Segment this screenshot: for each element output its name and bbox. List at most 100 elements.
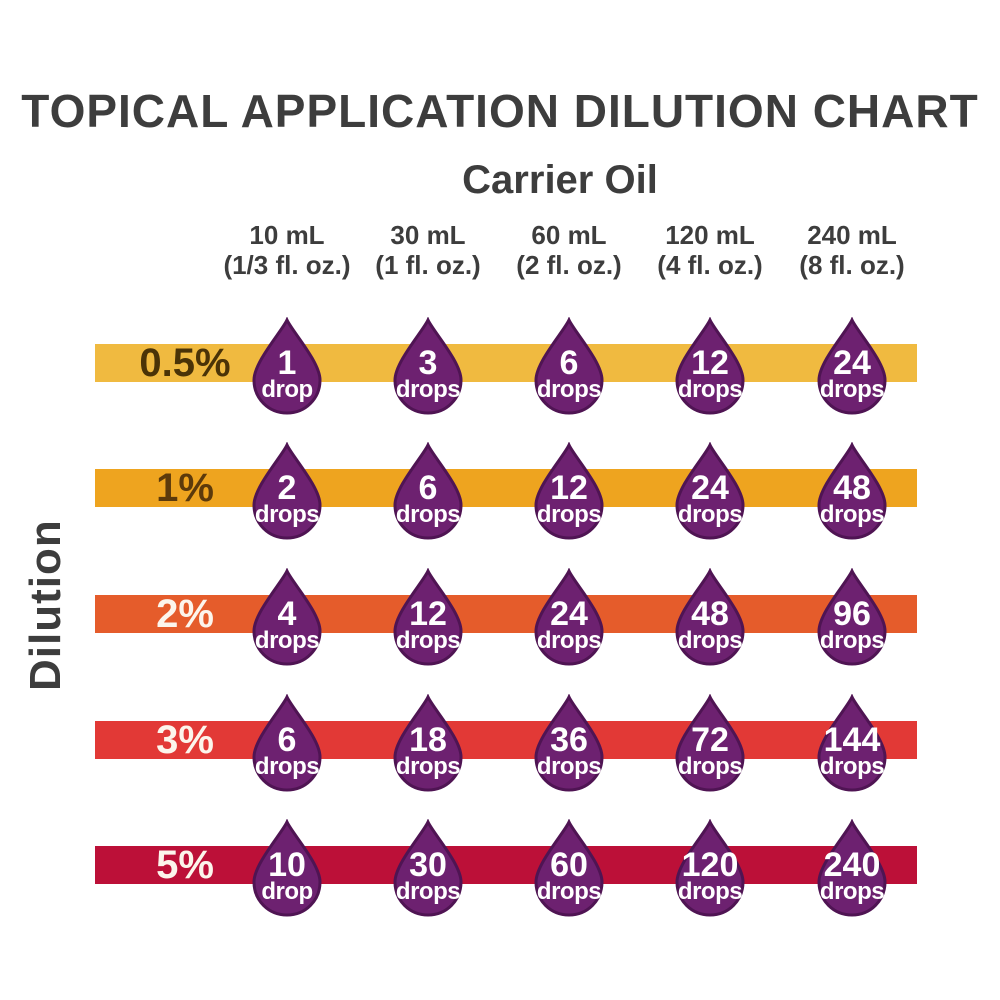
drop-badge: 120 drops (671, 819, 749, 917)
drop-badge: 4 drops (248, 568, 326, 666)
drop-badge: 3 drops (389, 317, 467, 415)
column-header-60ml: 60 mL (2 fl. oz.) (464, 220, 674, 280)
drop-unit: drops (254, 752, 320, 780)
drop-unit: drops (819, 877, 885, 905)
water-drop-icon (675, 819, 745, 917)
drop-badge: 48 drops (671, 568, 749, 666)
drop-badge: 6 drops (248, 694, 326, 792)
drop-badge: 240 drops (813, 819, 891, 917)
drop-badge: 24 drops (671, 442, 749, 540)
drop-unit: drops (677, 500, 743, 528)
dilution-bar-3 (95, 721, 917, 759)
drop-badge: 96 drops (813, 568, 891, 666)
drop-unit: drops (536, 752, 602, 780)
drop-count: 2 (277, 468, 297, 507)
dilution-bar-1 (95, 469, 917, 507)
drop-badge: 36 drops (530, 694, 608, 792)
drop-count: 12 (691, 343, 729, 382)
drop-count: 12 (550, 468, 588, 507)
drop-unit: drops (819, 626, 885, 654)
drop-badge: 12 drops (671, 317, 749, 415)
row-label-3: 3% (156, 718, 214, 762)
water-drop-icon (393, 317, 463, 415)
water-drop-icon (675, 442, 745, 540)
drop-unit: drops (819, 375, 885, 403)
column-header-ml: 10 mL (249, 220, 325, 250)
carrier-oil-heading: Carrier Oil (462, 158, 658, 202)
drop-unit: drops (395, 626, 461, 654)
drop-unit: drops (536, 375, 602, 403)
column-header-240ml: 240 mL (8 fl. oz.) (747, 220, 957, 280)
water-drop-icon (252, 568, 322, 666)
dilution-bar-2 (95, 595, 917, 633)
drop-unit: drop (261, 877, 313, 905)
drop-count: 36 (550, 720, 588, 759)
water-drop-icon (534, 442, 604, 540)
drop-badge: 18 drops (389, 694, 467, 792)
drop-count: 4 (277, 594, 297, 633)
drop-unit: drops (677, 375, 743, 403)
drop-unit: drops (254, 626, 320, 654)
row-label-2: 2% (156, 592, 214, 636)
water-drop-icon (534, 819, 604, 917)
drop-count: 24 (550, 594, 588, 633)
drop-badge: 12 drops (389, 568, 467, 666)
column-header-30ml: 30 mL (1 fl. oz.) (323, 220, 533, 280)
drop-count: 60 (550, 845, 588, 884)
water-drop-icon (675, 568, 745, 666)
dilution-bar-5 (95, 846, 917, 884)
column-header-oz: (4 fl. oz.) (657, 250, 763, 280)
water-drop-icon (817, 568, 887, 666)
drop-badge: 24 drops (813, 317, 891, 415)
drop-unit: drops (819, 500, 885, 528)
drop-unit: drops (677, 626, 743, 654)
water-drop-icon (393, 819, 463, 917)
dilution-bar-0.5 (95, 344, 917, 382)
water-drop-icon (534, 568, 604, 666)
column-header-10ml: 10 mL (1/3 fl. oz.) (182, 220, 392, 280)
column-header-120ml: 120 mL (4 fl. oz.) (605, 220, 815, 280)
water-drop-icon (534, 317, 604, 415)
drop-badge: 30 drops (389, 819, 467, 917)
drop-unit: drops (536, 877, 602, 905)
water-drop-icon (393, 694, 463, 792)
drop-count: 6 (559, 343, 579, 382)
water-drop-icon (252, 694, 322, 792)
water-drop-icon (252, 819, 322, 917)
drop-badge: 2 drops (248, 442, 326, 540)
drop-count: 48 (691, 594, 729, 633)
drop-unit: drops (677, 877, 743, 905)
drop-badge: 1 drop (248, 317, 326, 415)
row-label-0.5: 0.5% (139, 341, 231, 385)
drop-unit: drops (395, 500, 461, 528)
drop-unit: drops (395, 375, 461, 403)
drop-count: 6 (418, 468, 438, 507)
drop-unit: drops (395, 752, 461, 780)
drop-badge: 144 drops (813, 694, 891, 792)
column-header-ml: 120 mL (665, 220, 755, 250)
column-header-oz: (2 fl. oz.) (516, 250, 622, 280)
drop-badge: 72 drops (671, 694, 749, 792)
drop-badge: 10 drop (248, 819, 326, 917)
drop-unit: drops (536, 500, 602, 528)
drop-count: 30 (409, 845, 447, 884)
column-header-oz: (1 fl. oz.) (375, 250, 481, 280)
drop-count: 48 (833, 468, 871, 507)
water-drop-icon (675, 317, 745, 415)
drop-count: 24 (833, 343, 871, 382)
drop-unit: drops (819, 752, 885, 780)
drop-badge: 6 drops (530, 317, 608, 415)
drop-count: 24 (691, 468, 729, 507)
water-drop-icon (252, 317, 322, 415)
water-drop-icon (817, 694, 887, 792)
drop-count: 144 (823, 720, 881, 759)
drop-unit: drops (677, 752, 743, 780)
column-header-oz: (8 fl. oz.) (799, 250, 905, 280)
water-drop-icon (817, 317, 887, 415)
drop-count: 18 (409, 720, 447, 759)
drop-unit: drops (536, 626, 602, 654)
drop-count: 240 (823, 845, 881, 884)
row-label-1: 1% (156, 466, 214, 510)
drop-count: 10 (268, 845, 306, 884)
water-drop-icon (393, 568, 463, 666)
